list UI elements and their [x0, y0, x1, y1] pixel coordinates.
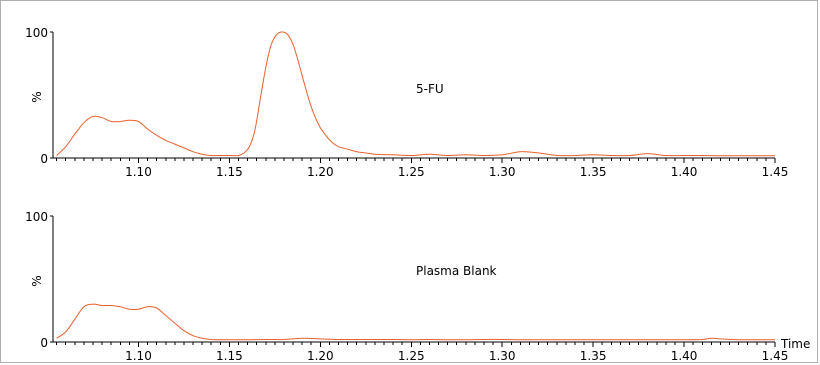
- x-tick-label: 1.15: [216, 165, 243, 179]
- x-tick-label: 1.30: [489, 349, 516, 363]
- x-tick-label: 1.40: [671, 349, 698, 363]
- x-ticks: 1.10 1.15 1.20 1.25 1.30 1.35 1.40 1.45: [56, 342, 789, 363]
- peak-annotation-5fu: 5-FU: [416, 82, 444, 96]
- y-tick-label-0: 0: [40, 152, 48, 166]
- x-tick-label: 1.10: [125, 165, 152, 179]
- x-ticks: 1.10 1.15 1.20 1.25 1.30 1.35 1.40 1.45: [56, 158, 789, 179]
- y-tick-label-100: 100: [25, 26, 48, 40]
- x-tick-label: 1.45: [762, 349, 789, 363]
- y-axis-label: %: [30, 275, 44, 286]
- y-axis-label: %: [30, 91, 44, 102]
- y-tick-label-0: 0: [40, 336, 48, 350]
- x-tick-label: 1.45: [762, 165, 789, 179]
- x-tick-label: 1.25: [398, 349, 425, 363]
- x-tick-label: 1.30: [489, 165, 516, 179]
- x-axis-label: Time: [780, 337, 810, 351]
- x-tick-label: 1.15: [216, 349, 243, 363]
- panel-5fu: 100 0 % 1.10 1.15 1.20 1.25 1.30 1.35 1.40 1.45…: [25, 26, 788, 179]
- annotation-plasma-blank: Plasma Blank: [416, 264, 497, 278]
- trace-line-plasma-blank: [56, 303, 775, 341]
- x-tick-label: 1.35: [580, 349, 607, 363]
- x-tick-label: 1.35: [580, 165, 607, 179]
- x-tick-label: 1.10: [125, 349, 152, 363]
- trace-line-5fu: [56, 31, 775, 157]
- panel-plasma-blank: 100 0 % 1.10 1.15 1.20 1.25 1.30 1.35 1.40 1.45…: [25, 210, 810, 363]
- x-tick-label: 1.20: [307, 165, 334, 179]
- x-tick-label: 1.20: [307, 349, 334, 363]
- x-tick-label: 1.25: [398, 165, 425, 179]
- y-tick-label-100: 100: [25, 210, 48, 224]
- x-tick-label: 1.40: [671, 165, 698, 179]
